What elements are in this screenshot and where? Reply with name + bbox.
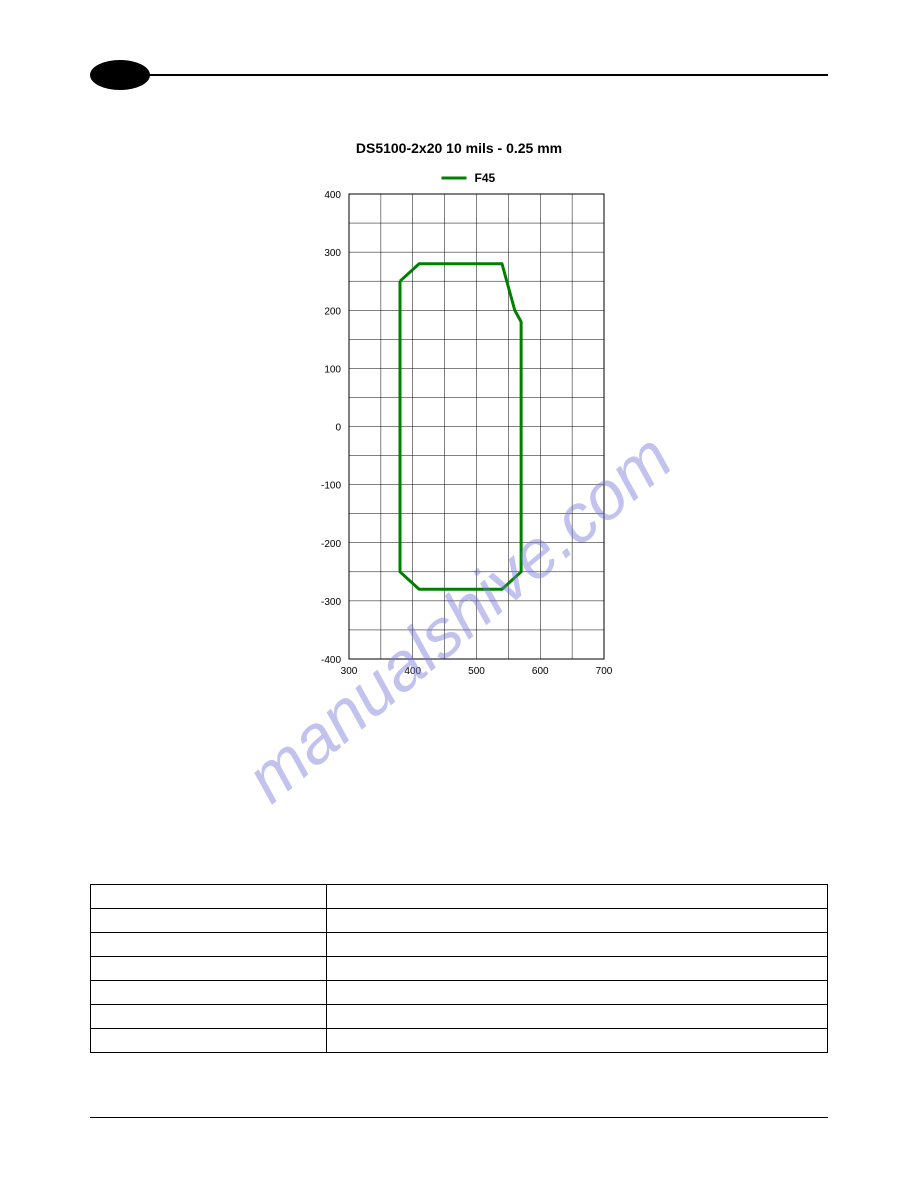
table-row: [91, 957, 828, 981]
svg-text:-300: -300: [321, 597, 341, 608]
table-row: [91, 885, 828, 909]
chart-container: 300 400 500 600 700 -400 -300 -200 -100 0 100 200 30…: [90, 164, 828, 684]
table-cell: [91, 1005, 327, 1029]
svg-text:400: 400: [404, 666, 421, 677]
table-cell: [91, 981, 327, 1005]
table-row: [91, 981, 828, 1005]
svg-text:200: 200: [324, 306, 341, 317]
table-row: [91, 1029, 828, 1053]
svg-text:-100: -100: [321, 481, 341, 492]
svg-text:300: 300: [341, 666, 358, 677]
table-cell: [326, 909, 827, 933]
footer-hr: [90, 1117, 828, 1118]
table-cell: [326, 1005, 827, 1029]
table-row: [91, 909, 828, 933]
document-page: DS5100-2x20 10 mils - 0.25 mm 300 400 500 6…: [0, 0, 918, 1188]
table-cell: [91, 885, 327, 909]
svg-text:600: 600: [532, 666, 549, 677]
svg-text:0: 0: [335, 423, 341, 434]
chart-title: DS5100-2x20 10 mils - 0.25 mm: [90, 140, 828, 156]
table-cell: [91, 909, 327, 933]
svg-text:100: 100: [324, 364, 341, 375]
table-cell: [326, 981, 827, 1005]
spec-table: [90, 884, 828, 1053]
table-cell: [326, 885, 827, 909]
svg-text:-200: -200: [321, 539, 341, 550]
svg-text:700: 700: [596, 666, 613, 677]
svg-text:500: 500: [468, 666, 485, 677]
svg-text:400: 400: [324, 190, 341, 201]
table-cell: [326, 1029, 827, 1053]
reading-diagram-chart: 300 400 500 600 700 -400 -300 -200 -100 0 100 200 30…: [304, 164, 614, 684]
table-cell: [91, 933, 327, 957]
header-hr: [140, 74, 828, 76]
table-cell: [91, 957, 327, 981]
svg-text:-400: -400: [321, 655, 341, 666]
table-cell: [91, 1029, 327, 1053]
svg-text:300: 300: [324, 248, 341, 259]
svg-text:F45: F45: [475, 171, 496, 185]
table-row: [91, 933, 828, 957]
table-row: [91, 1005, 828, 1029]
table-cell: [326, 957, 827, 981]
table-cell: [326, 933, 827, 957]
page-header-rule: [90, 60, 828, 90]
